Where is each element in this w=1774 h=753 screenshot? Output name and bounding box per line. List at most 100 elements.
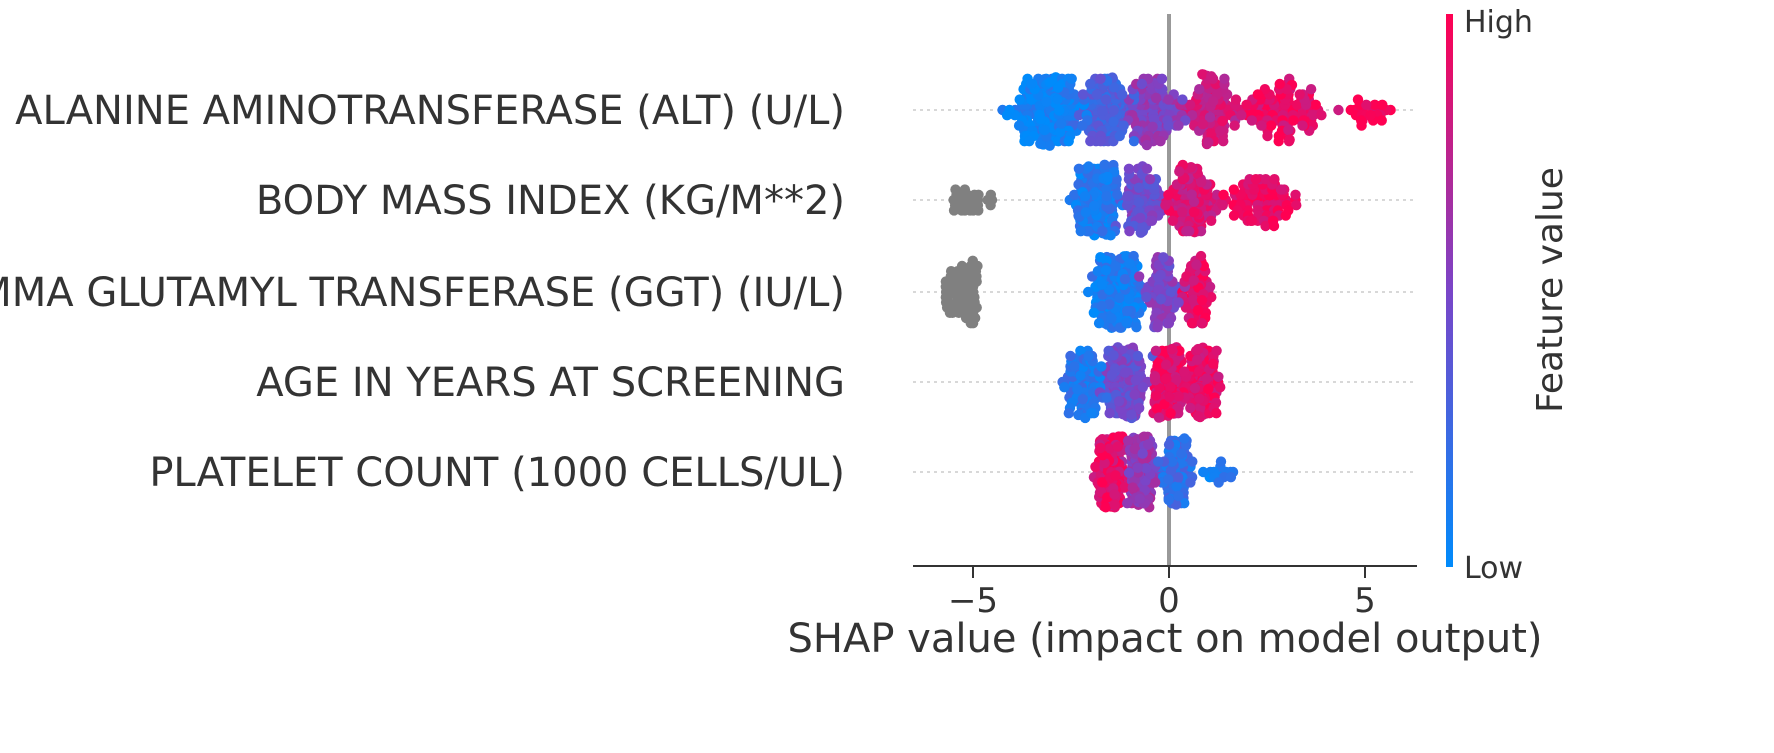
shap-point xyxy=(1135,212,1146,224)
shap-point xyxy=(1035,138,1046,149)
shap-point xyxy=(1095,252,1106,263)
shap-point xyxy=(1035,113,1047,125)
shap-point xyxy=(1171,481,1182,492)
shap-point xyxy=(1153,358,1164,369)
shap-point xyxy=(1093,318,1105,329)
shap-point xyxy=(1133,402,1145,414)
shap-point xyxy=(1132,462,1143,473)
shap-point xyxy=(1150,92,1162,104)
shap-point xyxy=(1198,466,1209,478)
shap-point xyxy=(1177,206,1188,218)
feature-labels: ALANINE AMINOTRANSFERASE (ALT) (U/L) BODY… xyxy=(0,88,845,496)
shap-point xyxy=(1186,318,1198,329)
shap-point xyxy=(1250,174,1262,185)
shap-point xyxy=(1137,382,1148,393)
shap-point xyxy=(1141,163,1153,174)
shap-point xyxy=(1204,281,1216,292)
shap-point xyxy=(1186,189,1197,200)
shap-point xyxy=(1083,225,1095,237)
shap-point xyxy=(1044,77,1055,88)
shap-point xyxy=(1218,136,1229,147)
shap-point xyxy=(1284,134,1295,145)
shap-point xyxy=(1161,373,1172,384)
shap-point xyxy=(1204,112,1216,123)
shap-point xyxy=(1228,210,1240,221)
shap-point xyxy=(1063,136,1074,147)
shap-point xyxy=(1246,115,1258,126)
shap-point xyxy=(1215,382,1226,393)
shap-point xyxy=(1297,120,1308,131)
shap-point xyxy=(1155,136,1166,147)
shap-point xyxy=(1187,294,1199,305)
shap-point xyxy=(1280,210,1291,221)
shap-point xyxy=(1133,182,1145,193)
shap-point xyxy=(1256,120,1267,131)
shap-point xyxy=(964,277,976,289)
shap-point xyxy=(1105,230,1116,241)
shap-point xyxy=(1100,94,1112,105)
shap-point xyxy=(1215,125,1226,136)
shap-point xyxy=(1013,120,1025,131)
shap-point xyxy=(1138,431,1150,442)
shap-point xyxy=(1134,493,1145,505)
shap-point xyxy=(1001,110,1013,121)
shap-point xyxy=(1365,110,1376,121)
shap-point xyxy=(1229,120,1240,131)
shap-point xyxy=(1377,99,1388,111)
shap-point xyxy=(1086,408,1097,419)
shap-point xyxy=(1127,482,1138,493)
shap-point xyxy=(1192,305,1204,316)
shap-point xyxy=(1376,115,1387,126)
shap-point xyxy=(969,189,980,200)
shap-point xyxy=(1274,78,1285,90)
shap-point xyxy=(1119,482,1130,493)
shap-point xyxy=(1211,408,1222,419)
shap-point xyxy=(1147,121,1158,133)
shap-point xyxy=(1129,443,1140,455)
shap-point xyxy=(1166,343,1178,355)
shap-point xyxy=(1055,118,1067,129)
shap-point xyxy=(1108,116,1119,127)
shap-point xyxy=(1025,78,1037,90)
shap-point xyxy=(1077,89,1089,100)
shap-point xyxy=(1197,118,1209,130)
shap-point xyxy=(1159,399,1170,410)
shap-point xyxy=(1065,350,1076,362)
feature-label: PLATELET COUNT (1000 CELLS/UL) xyxy=(149,450,845,496)
shap-point xyxy=(1195,176,1207,188)
shap-point xyxy=(1077,120,1088,131)
shap-point xyxy=(1305,84,1317,95)
shap-point xyxy=(1196,318,1208,329)
shap-point xyxy=(1122,435,1134,446)
shap-point xyxy=(945,266,957,277)
shap-point xyxy=(964,205,976,216)
shap-point xyxy=(1133,271,1145,282)
shap-point xyxy=(1179,366,1190,377)
shap-point xyxy=(1118,120,1129,131)
shap-point xyxy=(1141,292,1152,303)
shap-point xyxy=(1112,189,1123,200)
shap-point xyxy=(1197,69,1208,80)
shap-point xyxy=(1085,78,1096,90)
shap-point xyxy=(947,307,958,318)
shap-point xyxy=(1075,345,1086,356)
shap-point xyxy=(1207,96,1219,107)
shap-point xyxy=(1149,477,1161,488)
shap-point xyxy=(1163,474,1174,485)
shap-point xyxy=(1130,375,1142,386)
shap-point xyxy=(1097,279,1108,290)
shap-point xyxy=(1310,99,1321,111)
shap-point xyxy=(1140,463,1152,474)
feature-label: GAMMA GLUTAMYL TRANSFERASE (GGT) (IU/L) xyxy=(0,270,845,316)
shap-point xyxy=(1203,383,1214,395)
shap-point xyxy=(1291,200,1302,211)
shap-point xyxy=(1196,295,1208,306)
shap-point xyxy=(1265,120,1277,131)
shap-point xyxy=(1236,110,1247,121)
shap-point xyxy=(1104,408,1115,419)
shap-point xyxy=(1088,307,1100,318)
x-tick-label: 0 xyxy=(1158,581,1180,621)
shap-point xyxy=(1044,140,1055,151)
shap-point xyxy=(1110,470,1121,481)
shap-point xyxy=(1144,174,1156,185)
